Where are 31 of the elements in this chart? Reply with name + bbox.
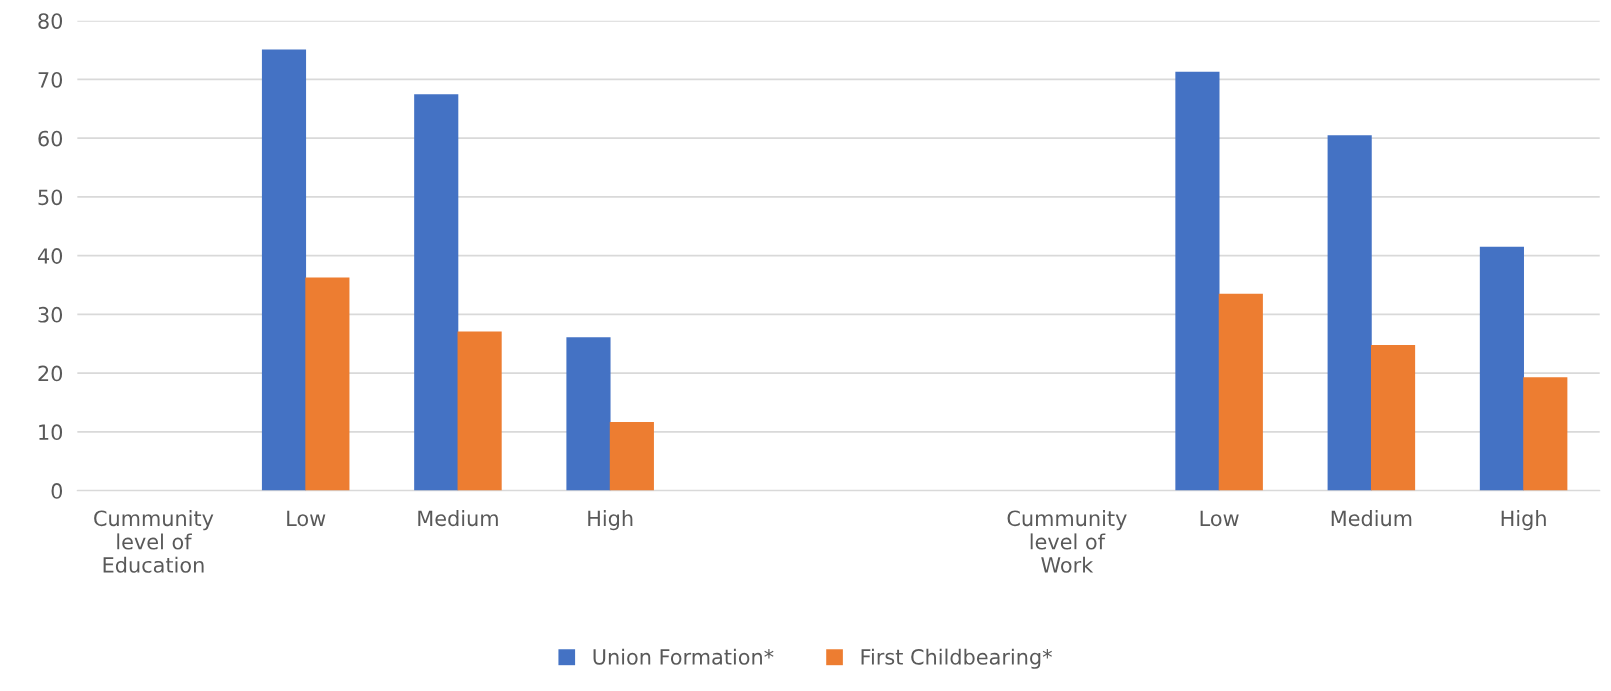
- y-tick-label: 20: [38, 365, 63, 382]
- x-tick-label: Medium: [1331, 510, 1412, 527]
- bar: [566, 337, 611, 491]
- bar: [457, 331, 502, 491]
- bar: [305, 277, 350, 491]
- y-tick-label: 50: [38, 189, 63, 206]
- x-tick-label: High: [588, 510, 633, 531]
- bar: [1370, 344, 1416, 491]
- x-tick-label: Cummunity level of Education: [94, 510, 214, 573]
- y-tick-label: 40: [37, 248, 63, 264]
- bar: [1523, 377, 1568, 491]
- bar: [1327, 135, 1372, 491]
- y-tick-label: 10: [39, 424, 63, 441]
- y-tick-label: 70: [38, 71, 63, 88]
- x-tick-label: Medium: [418, 510, 498, 527]
- bar: [1175, 71, 1220, 491]
- x-tick-label: High: [1501, 510, 1546, 531]
- bar: [261, 49, 307, 491]
- x-tick-label: Low: [287, 510, 326, 527]
- bar: [1479, 246, 1524, 491]
- x-tick-label: Low: [1200, 510, 1239, 527]
- bar: [414, 94, 459, 491]
- y-tick-label: 0: [51, 483, 63, 499]
- x-tick-label: Cummunity level of Work: [1007, 510, 1127, 573]
- y-tick-label: 80: [38, 13, 63, 29]
- legend-label: Union Formation*: [593, 648, 774, 665]
- y-tick-label: 60: [38, 130, 63, 147]
- bar: [609, 421, 654, 491]
- y-tick-label: 30: [38, 306, 63, 323]
- legend-label: First Childbearing*: [861, 648, 1052, 669]
- bar: [1218, 293, 1263, 491]
